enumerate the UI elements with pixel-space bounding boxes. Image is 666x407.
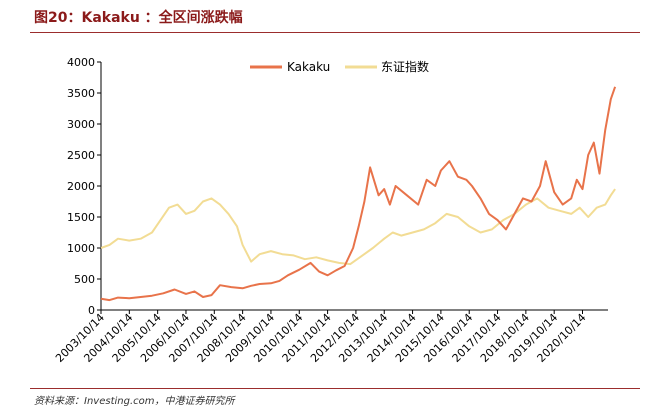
series-line-kakaku (100, 86, 617, 302)
y-tick-label: 3500 (67, 87, 95, 100)
axes: 050010001500200025003000350040002003/10/… (53, 56, 608, 365)
y-tick-label: 2000 (67, 180, 95, 193)
series-layer (100, 86, 617, 302)
y-tick-label: 4000 (67, 56, 95, 69)
bottom-rule (30, 388, 640, 389)
y-tick-label: 0 (88, 304, 95, 317)
legend-label-dongzheng: 东证指数 (381, 59, 429, 74)
y-tick-label: 500 (74, 273, 95, 286)
legend: Kakaku 东证指数 (250, 59, 429, 74)
top-rule (30, 32, 640, 33)
legend-label-kakaku: Kakaku (287, 60, 330, 74)
series-line-dongzheng (100, 188, 616, 266)
chart-title: 图20：Kakaku ：全区间涨跌幅 (34, 10, 243, 26)
y-tick-label: 3000 (67, 118, 95, 131)
source-note: 资料来源：Investing.com，中港证券研究所 (34, 396, 235, 407)
y-tick-label: 1000 (67, 242, 95, 255)
y-tick-label: 1500 (67, 211, 95, 224)
y-tick-label: 2500 (67, 149, 95, 162)
